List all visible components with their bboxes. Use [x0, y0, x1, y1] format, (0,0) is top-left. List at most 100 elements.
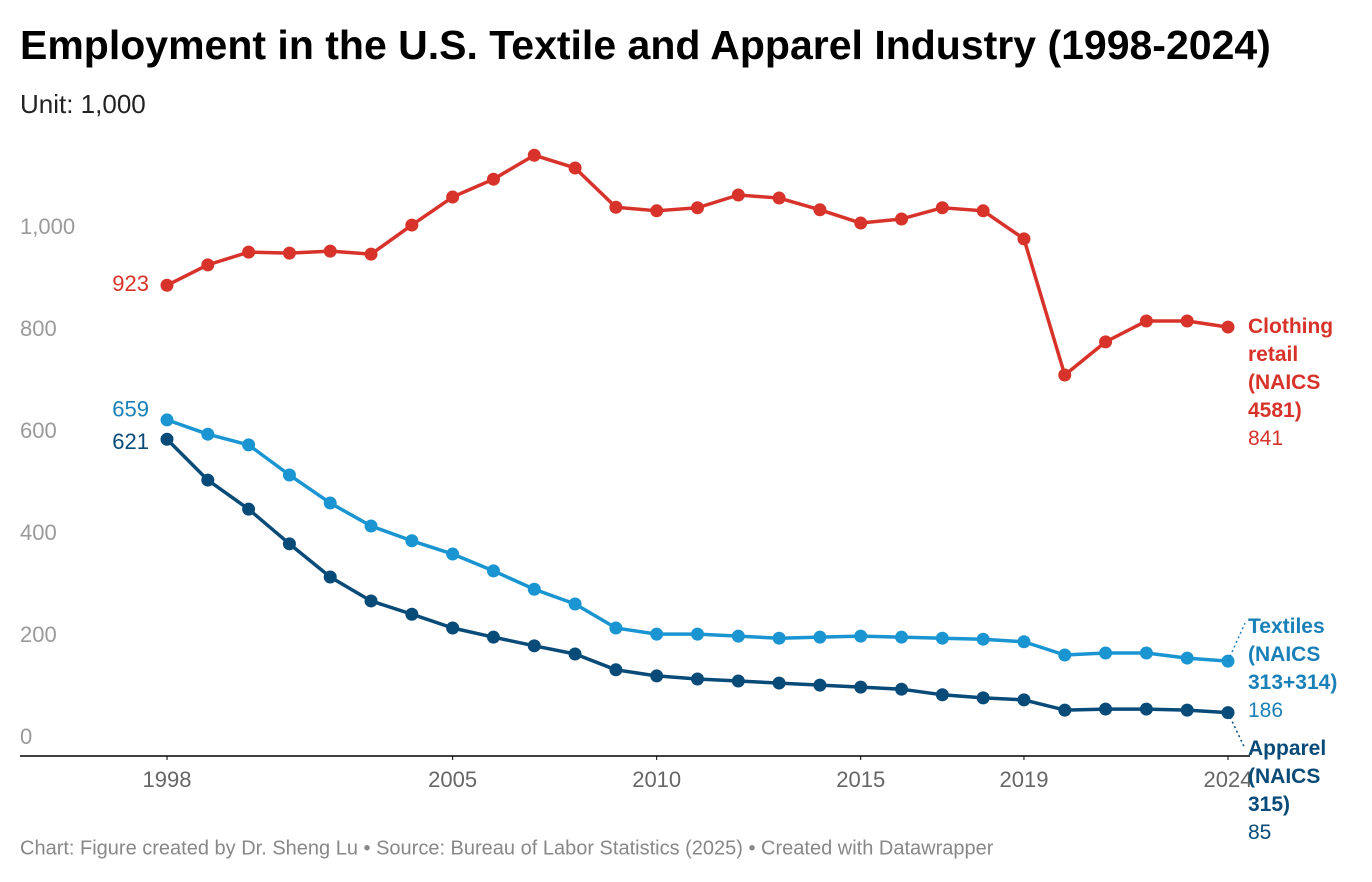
- point: [282, 468, 296, 482]
- y-tick-label: 400: [20, 520, 57, 545]
- end-value-label: 85: [1248, 820, 1272, 844]
- point: [201, 473, 215, 487]
- point: [935, 201, 949, 215]
- point: [691, 672, 704, 686]
- point: [935, 688, 949, 702]
- point: [1058, 368, 1072, 382]
- point: [242, 502, 256, 516]
- x-tick-label: 2024: [1204, 767, 1253, 792]
- point: [895, 212, 909, 226]
- point: [282, 537, 296, 551]
- point: [609, 200, 623, 214]
- point: [813, 630, 827, 644]
- point: [1180, 651, 1194, 665]
- end-value-label: 186: [1248, 699, 1284, 723]
- x-tick-label: 2019: [999, 767, 1048, 792]
- point: [405, 607, 419, 621]
- point: [527, 639, 541, 653]
- point: [1139, 646, 1153, 660]
- y-tick-label: 0: [20, 724, 32, 749]
- end-value-label: 841: [1248, 427, 1284, 451]
- point: [895, 630, 909, 644]
- y-tick-label: 1,000: [20, 214, 75, 239]
- point: [160, 432, 174, 446]
- point: [446, 547, 460, 561]
- y-tick-label: 600: [20, 418, 57, 443]
- point: [854, 216, 868, 230]
- point: [772, 631, 786, 645]
- point: [446, 621, 460, 635]
- point: [568, 597, 582, 611]
- point: [446, 190, 460, 204]
- point: [609, 663, 623, 677]
- point: [323, 570, 337, 584]
- x-tick-label: 1998: [143, 767, 192, 792]
- point: [568, 161, 582, 175]
- point: [323, 244, 337, 258]
- point: [242, 438, 256, 452]
- point: [1099, 646, 1113, 660]
- point: [1180, 314, 1194, 328]
- point: [1017, 635, 1031, 649]
- start-value-label: 659: [112, 397, 149, 422]
- point: [650, 204, 664, 218]
- point: [976, 691, 990, 705]
- point: [527, 582, 541, 596]
- point: [772, 676, 786, 690]
- label-leader: [1227, 622, 1246, 662]
- point: [976, 204, 990, 218]
- point: [242, 245, 256, 259]
- series-name: Clothing retail (NAICS 4581): [1248, 315, 1334, 423]
- point: [691, 201, 704, 215]
- point: [813, 678, 827, 692]
- point: [895, 682, 909, 696]
- point: [160, 278, 174, 292]
- start-value-label: 923: [112, 271, 149, 296]
- point: [486, 630, 500, 644]
- point: [1017, 232, 1031, 246]
- label-leader: [1227, 712, 1246, 749]
- point: [201, 258, 215, 272]
- point: [1180, 703, 1194, 717]
- series-label: Apparel (NAICS 315) 85: [1248, 735, 1356, 847]
- point: [650, 669, 664, 683]
- point: [854, 629, 868, 643]
- series-label: Clothing retail (NAICS 4581) 841: [1248, 313, 1356, 453]
- x-tick-label: 2005: [428, 767, 477, 792]
- point: [1017, 693, 1031, 707]
- point: [160, 413, 174, 427]
- point: [1139, 314, 1153, 328]
- point: [731, 629, 745, 643]
- point: [1139, 702, 1153, 716]
- series-label: Textiles (NAICS 313+314) 186: [1248, 613, 1356, 725]
- point: [405, 218, 419, 232]
- series-name: Textiles (NAICS 313+314): [1248, 615, 1338, 695]
- point: [486, 564, 500, 578]
- line: [166, 418, 1229, 663]
- y-tick-label: 200: [20, 622, 57, 647]
- point: [731, 674, 745, 688]
- point: [976, 632, 990, 646]
- point: [854, 680, 868, 694]
- x-tick-label: 2010: [632, 767, 681, 792]
- point: [486, 172, 500, 186]
- line: [166, 153, 1229, 377]
- start-value-label: 621: [112, 429, 149, 454]
- point: [1058, 648, 1072, 662]
- point: [1099, 335, 1113, 349]
- chart-title: Employment in the U.S. Textile and Appar…: [20, 22, 1271, 68]
- point: [282, 246, 296, 260]
- point: [731, 188, 745, 202]
- point: [527, 148, 541, 162]
- point: [1058, 703, 1072, 717]
- point: [364, 594, 378, 608]
- chart-source: Chart: Figure created by Dr. Sheng Lu • …: [20, 837, 994, 859]
- point: [691, 627, 704, 641]
- point: [405, 534, 419, 548]
- point: [1221, 320, 1235, 334]
- point: [323, 496, 337, 510]
- point: [568, 647, 582, 661]
- y-tick-label: 800: [20, 316, 57, 341]
